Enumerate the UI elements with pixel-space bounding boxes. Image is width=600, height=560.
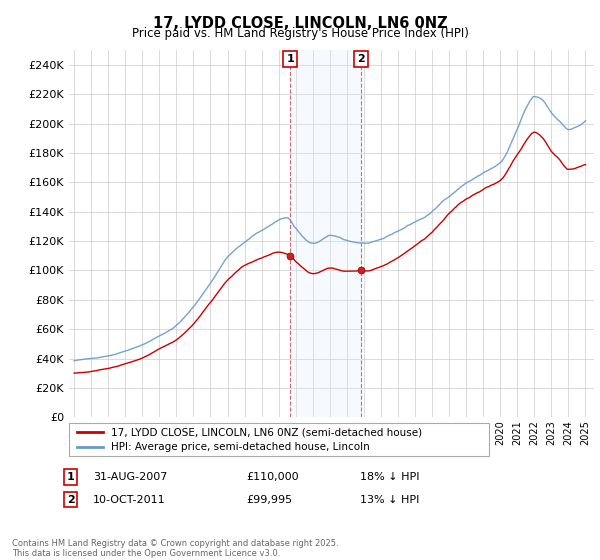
Text: Price paid vs. HM Land Registry's House Price Index (HPI): Price paid vs. HM Land Registry's House …: [131, 27, 469, 40]
Bar: [290, 50, 361, 417]
Text: 17, LYDD CLOSE, LINCOLN, LN6 0NZ (semi-detached house): 17, LYDD CLOSE, LINCOLN, LN6 0NZ (semi-d…: [111, 427, 422, 437]
Text: 31-AUG-2007: 31-AUG-2007: [93, 472, 167, 482]
Text: 18% ↓ HPI: 18% ↓ HPI: [360, 472, 419, 482]
Text: £110,000: £110,000: [246, 472, 299, 482]
Text: 1: 1: [67, 472, 74, 482]
Text: 13% ↓ HPI: 13% ↓ HPI: [360, 494, 419, 505]
Text: 2: 2: [67, 494, 74, 505]
Text: 17, LYDD CLOSE, LINCOLN, LN6 0NZ: 17, LYDD CLOSE, LINCOLN, LN6 0NZ: [152, 16, 448, 31]
Text: Contains HM Land Registry data © Crown copyright and database right 2025.
This d: Contains HM Land Registry data © Crown c…: [12, 539, 338, 558]
Text: 10-OCT-2011: 10-OCT-2011: [93, 494, 166, 505]
Text: 1: 1: [286, 54, 294, 64]
FancyBboxPatch shape: [69, 423, 489, 456]
Text: 2: 2: [357, 54, 365, 64]
Text: HPI: Average price, semi-detached house, Lincoln: HPI: Average price, semi-detached house,…: [111, 442, 370, 452]
Text: £99,995: £99,995: [246, 494, 292, 505]
